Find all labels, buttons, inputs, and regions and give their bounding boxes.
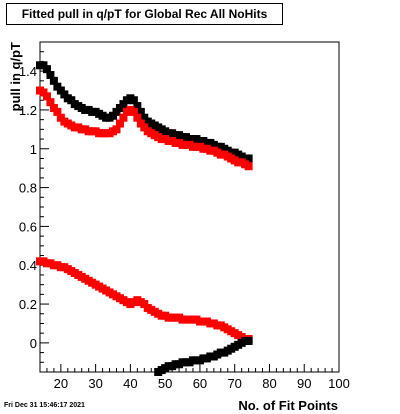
y-tick-label: 0.2 xyxy=(19,297,37,312)
data-point xyxy=(46,71,55,79)
x-axis: 20 30 40 50 60 70 80 90 100 xyxy=(46,364,350,391)
y-tick-label: 0 xyxy=(30,336,37,351)
x-tick-label: 70 xyxy=(227,376,241,391)
data-point xyxy=(42,65,51,74)
data-point xyxy=(244,336,253,345)
x-tick-label: 40 xyxy=(123,376,137,391)
series-2 xyxy=(36,86,253,171)
data-point xyxy=(46,98,55,107)
y-axis-label: pull in q/pT xyxy=(8,42,23,111)
data-point xyxy=(244,162,253,171)
data-point xyxy=(129,107,138,116)
x-tick-label: 50 xyxy=(158,376,172,391)
series-1 xyxy=(36,61,253,163)
data-point xyxy=(136,107,145,116)
chart-title: Fitted pull in q/pT for Global Rec All N… xyxy=(6,3,283,25)
y-tick-label: 0.4 xyxy=(19,258,37,273)
y-tick-label: 0.6 xyxy=(19,219,37,234)
data-point xyxy=(53,107,62,116)
data-point xyxy=(42,92,51,101)
data-point xyxy=(129,96,138,105)
data-point xyxy=(119,113,128,122)
x-tick-label: 90 xyxy=(297,376,311,391)
series-4 xyxy=(154,336,253,376)
data-point xyxy=(133,113,142,122)
x-tick-label: 100 xyxy=(328,376,350,391)
x-axis-label: No. of Fit Points xyxy=(238,398,338,413)
data-point xyxy=(112,125,121,134)
data-point xyxy=(115,119,124,128)
x-tick-label: 60 xyxy=(193,376,207,391)
x-tick-label: 30 xyxy=(88,376,102,391)
y-axis: 0 0.2 0.4 0.6 0.8 1 1.2 1.4 xyxy=(19,41,49,363)
data-point xyxy=(244,154,253,163)
x-tick-label: 80 xyxy=(262,376,276,391)
series-layer xyxy=(36,61,253,376)
series-3 xyxy=(36,257,253,343)
y-tick-label: 0.8 xyxy=(19,181,37,196)
y-tick-label: 1 xyxy=(30,142,37,157)
data-point xyxy=(49,76,58,85)
data-point xyxy=(133,102,142,111)
datestamp: Fri Dec 31 15:46:17 2021 xyxy=(4,402,85,409)
y-tick-label: 1.2 xyxy=(19,103,37,118)
x-tick-label: 20 xyxy=(54,376,68,391)
y-tick-label: 1.4 xyxy=(19,64,37,79)
